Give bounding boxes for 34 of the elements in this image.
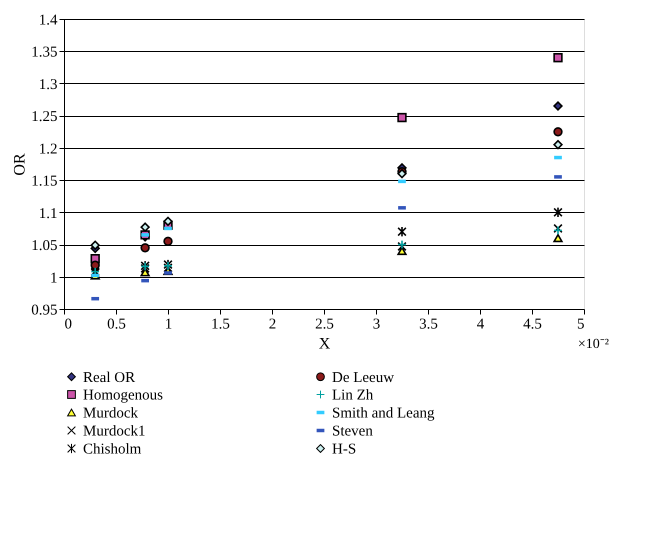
x-tick-label: 0.5 (107, 316, 126, 332)
x-tick-label: 4.5 (523, 316, 542, 332)
x-tick-label: 3 (372, 316, 380, 332)
legend-label: De Leeuw (332, 370, 394, 386)
y-tick-label: 0.95 (31, 302, 58, 318)
legend-label: Chisholm (83, 442, 142, 458)
y-tick-label: 1.05 (31, 238, 58, 254)
y-tick-label: 1.4 (38, 12, 58, 28)
legend-label: Murdock1 (83, 424, 146, 440)
x-tick-label: 2.5 (315, 316, 334, 332)
x-tick-label: 1 (164, 316, 172, 332)
x-tick-label: 3.5 (419, 316, 438, 332)
y-tick-label: 1.15 (31, 174, 58, 190)
legend-label: H-S (332, 442, 356, 458)
x-axis-title: X (318, 336, 331, 352)
legend-label: Real OR (83, 370, 136, 386)
y-tick-label: 1.2 (38, 141, 58, 158)
legend-label: Smith and Leang (332, 406, 435, 422)
y-tick-label: 1.25 (31, 109, 58, 126)
y-tick-label: 1.1 (38, 206, 58, 222)
x-tick-label: 4 (476, 316, 485, 332)
y-tick-label: 1.35 (31, 44, 58, 61)
legend-label: Murdock (83, 406, 138, 422)
x-tick-label: 1.5 (211, 316, 230, 332)
legend-label: Lin Zh (332, 388, 374, 404)
x-tick-label: 2 (268, 316, 276, 332)
legend-label: Homogenous (83, 388, 164, 404)
y-tick-label: 1 (50, 270, 58, 286)
text: ×10⁻² (578, 337, 609, 352)
legend-label: Steven (332, 424, 374, 440)
y-tick-label: 1.3 (38, 76, 58, 93)
x-tick-label: 5 (577, 316, 584, 332)
y-axis-title: OR (11, 153, 28, 176)
x-tick-label: 0 (64, 316, 72, 332)
